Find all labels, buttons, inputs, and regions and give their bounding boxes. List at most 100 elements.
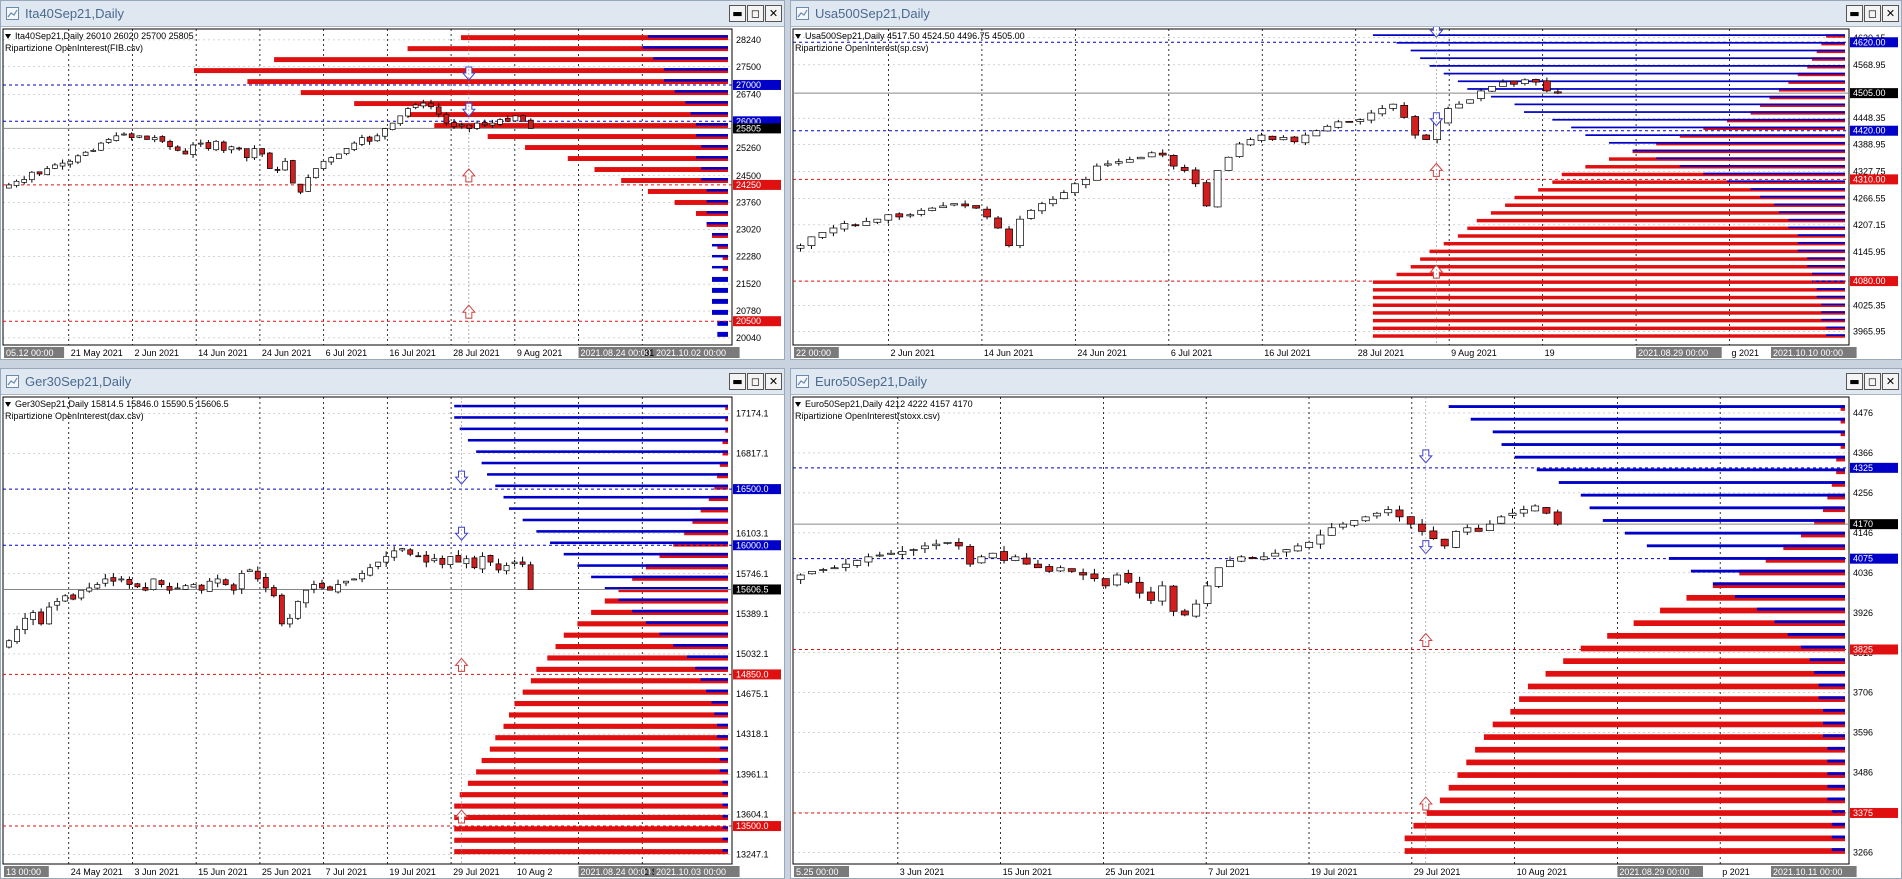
oi-bar-blue xyxy=(1816,295,1845,298)
chart-canvas[interactable]: Euro50Sep21,Daily 4212 4222 4157 4170 Ri… xyxy=(791,395,1901,878)
candle-body xyxy=(1147,152,1156,158)
candle-body xyxy=(954,542,963,547)
chart-canvas[interactable]: Usa500Sep21,Daily 4517.50 4524.50 4496.7… xyxy=(791,27,1901,359)
price-tick-label: 4145.95 xyxy=(1853,247,1886,257)
window-titlebar[interactable]: Euro50Sep21,Daily ▬ ◻ ✕ xyxy=(791,369,1901,395)
candle-body xyxy=(1113,574,1121,586)
oi-bar-blue xyxy=(674,90,728,93)
price-chart[interactable]: 28240 27500 26740 25260 24500 23760 23020 22280… xyxy=(1,27,784,359)
collapse-triangle-icon[interactable] xyxy=(5,402,11,408)
oi-bar-red xyxy=(407,46,728,52)
candle-body xyxy=(1521,79,1529,84)
oi-bar-blue xyxy=(1571,126,1845,129)
price-tick-label: 4476 xyxy=(1853,408,1873,418)
price-chart[interactable]: 4630.154568.954505.004448.354388.954327.… xyxy=(791,27,1901,359)
candle-body xyxy=(399,548,406,551)
oi-bar-blue xyxy=(1822,734,1845,738)
oi-bar-red xyxy=(495,735,728,741)
level-badge xyxy=(733,79,781,90)
price-tick-label: 3706 xyxy=(1853,688,1873,698)
date-highlight-badge xyxy=(794,866,849,877)
oi-bar-red xyxy=(354,101,728,107)
level-badge xyxy=(1850,462,1898,473)
oi-bar-blue xyxy=(1818,683,1845,687)
minimize-button[interactable]: ▬ xyxy=(729,373,746,390)
oi-bar-red xyxy=(1831,481,1845,487)
level-badge xyxy=(1850,807,1898,818)
maximize-button[interactable]: ◻ xyxy=(747,5,764,22)
candle-body xyxy=(1543,80,1551,92)
collapse-triangle-icon[interactable] xyxy=(795,402,801,408)
date-tick-label: 9 Aug 2021 xyxy=(517,348,563,358)
oi-bar-blue xyxy=(1827,772,1845,776)
close-button[interactable]: ✕ xyxy=(765,5,782,22)
chart-window-euro50[interactable]: Euro50Sep21,Daily ▬ ◻ ✕ Euro50Sep21,Dail… xyxy=(790,368,1902,879)
oi-bar-blue xyxy=(1734,595,1845,598)
oi-bar-blue xyxy=(1822,708,1845,712)
candle-body xyxy=(182,585,189,590)
candle-body xyxy=(1400,104,1409,118)
candle-body xyxy=(1060,192,1068,200)
close-button[interactable]: ✕ xyxy=(765,373,782,390)
candle-body xyxy=(110,577,117,582)
candle-body xyxy=(1067,568,1076,572)
date-tick-label: 05.12 00:00 xyxy=(6,348,54,358)
oi-bar-red xyxy=(1372,326,1845,331)
chart-canvas[interactable]: Ger30Sep21,Daily 15814.5 15846.0 15590.5… xyxy=(1,395,784,878)
candle-body xyxy=(1422,134,1430,140)
window-titlebar[interactable]: Ger30Sep21,Daily ▬ ◻ ✕ xyxy=(1,369,784,395)
oi-bar-red xyxy=(1457,234,1845,238)
price-chart[interactable]: 17174.1 16817.1 16103.1 15746.1 15389.1 15032… xyxy=(1,395,784,878)
window-titlebar[interactable]: Ita40Sep21,Daily ▬ ◻ ✕ xyxy=(1,1,784,27)
level-badge xyxy=(1850,88,1898,99)
candle-body xyxy=(932,543,941,547)
candle-body xyxy=(887,552,896,555)
oi-bar-red xyxy=(460,35,728,41)
candle-body xyxy=(830,567,839,570)
candle-body xyxy=(267,152,273,169)
candle-body xyxy=(428,102,434,108)
candle-body xyxy=(481,122,488,126)
close-button[interactable]: ✕ xyxy=(1882,373,1899,390)
collapse-triangle-icon[interactable] xyxy=(795,34,801,40)
candle-body xyxy=(1519,509,1528,514)
oi-bar-blue xyxy=(695,123,728,126)
date-highlight-badge xyxy=(794,347,839,358)
oi-bar-blue xyxy=(1470,417,1845,421)
candle-body xyxy=(282,160,288,171)
candle-body xyxy=(54,601,61,606)
chart-window-ger30[interactable]: Ger30Sep21,Daily ▬ ◻ ✕ Ger30Sep21,Daily … xyxy=(0,368,785,879)
oi-bar-blue xyxy=(550,541,728,545)
close-button[interactable]: ✕ xyxy=(1882,5,1899,22)
candle-body xyxy=(420,102,427,107)
minimize-button[interactable]: ▬ xyxy=(1846,5,1863,22)
candle-body xyxy=(1279,137,1288,141)
oi-bar-red xyxy=(684,530,728,536)
candle-body xyxy=(297,183,304,193)
chart-canvas[interactable]: Ita40Sep21,Daily 26010 26020 25700 25805… xyxy=(1,27,784,359)
collapse-triangle-icon[interactable] xyxy=(5,34,11,40)
price-tick-label: 24500 xyxy=(736,171,761,181)
candle-body xyxy=(851,224,860,227)
candle-body xyxy=(1361,516,1370,522)
chart-window-ita40[interactable]: Ita40Sep21,Daily ▬ ◻ ✕ Ita40Sep21,Daily … xyxy=(0,0,785,360)
price-chart[interactable]: 4476436642564146403639263816370635963486… xyxy=(791,395,1901,878)
maximize-button[interactable]: ◻ xyxy=(1864,373,1881,390)
minimize-button[interactable]: ▬ xyxy=(729,5,746,22)
maximize-button[interactable]: ◻ xyxy=(1864,5,1881,22)
window-titlebar[interactable]: Usa500Sep21,Daily ▬ ◻ ✕ xyxy=(791,1,1901,27)
candle-body xyxy=(30,612,37,620)
oi-bar-red xyxy=(692,518,728,524)
date-tick-label: 28 Jul 2021 xyxy=(453,348,500,358)
candle-body xyxy=(305,177,312,192)
maximize-button[interactable]: ◻ xyxy=(747,373,764,390)
candle-body xyxy=(1114,161,1123,164)
minimize-button[interactable]: ▬ xyxy=(1846,373,1863,390)
candle-body xyxy=(489,122,496,126)
ohlc-readout: Euro50Sep21,Daily 4212 4222 4157 4170 xyxy=(805,399,973,409)
chart-window-usa500[interactable]: Usa500Sep21,Daily ▬ ◻ ✕ Usa500Sep21,Dail… xyxy=(790,0,1902,360)
candle-body xyxy=(94,584,101,589)
price-tick-label: 26740 xyxy=(736,89,761,99)
candle-body xyxy=(1169,155,1178,167)
candle-body xyxy=(286,617,293,625)
